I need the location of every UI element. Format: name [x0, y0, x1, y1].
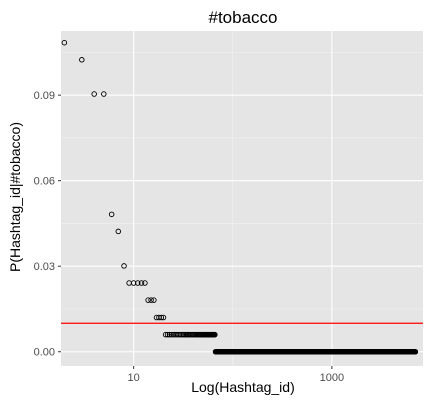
data-point: [412, 348, 419, 355]
data-point: [212, 331, 218, 338]
data-point: [142, 280, 148, 286]
data-point: [121, 263, 127, 269]
data-point: [115, 228, 122, 235]
data-points: [61, 39, 419, 355]
data-point: [101, 91, 107, 97]
data-point: [164, 331, 171, 338]
data-point: [91, 91, 97, 97]
x-tick-label: 10: [128, 372, 140, 384]
y-axis-title: P(Hashtag_id|#tobacco): [7, 122, 23, 272]
axes: 0.00 0.03 0.06 0.09 10 1000: [34, 90, 345, 384]
data-point: [168, 331, 175, 338]
data-point: [130, 280, 137, 286]
y-tick-label: 0.06: [34, 176, 55, 188]
y-tick-label: 0.00: [34, 347, 55, 359]
data-point: [79, 57, 85, 63]
chart-title: #tobacco: [209, 8, 278, 27]
data-point: [148, 297, 154, 303]
data-point: [162, 331, 169, 338]
data-point: [158, 314, 165, 321]
data-point: [160, 314, 167, 321]
y-tick-label: 0.03: [34, 261, 55, 273]
x-tick-label: 1000: [320, 372, 344, 384]
data-point: [166, 331, 173, 338]
x-axis-title: Log(Hashtag_id): [191, 379, 295, 395]
data-point: [61, 39, 68, 46]
data-point: [134, 280, 141, 286]
data-point: [151, 297, 157, 303]
data-point: [138, 280, 145, 286]
y-tick-label: 0.09: [34, 90, 55, 102]
data-point: [108, 211, 115, 218]
plot-panel: [61, 31, 423, 366]
data-point: [145, 297, 151, 303]
